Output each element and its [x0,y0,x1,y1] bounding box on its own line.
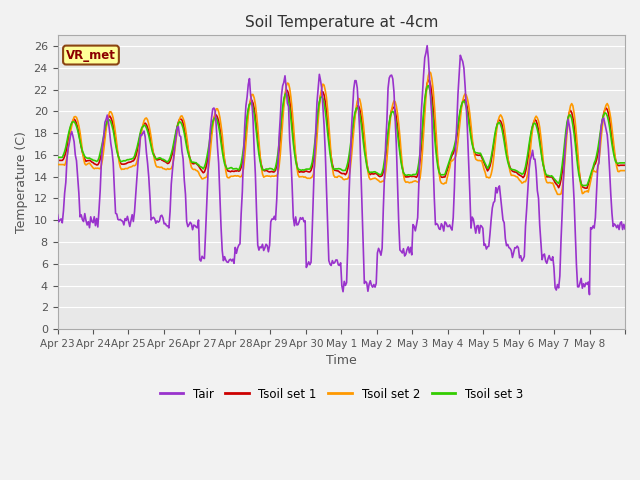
X-axis label: Time: Time [326,354,356,367]
Legend: Tair, Tsoil set 1, Tsoil set 2, Tsoil set 3: Tair, Tsoil set 1, Tsoil set 2, Tsoil se… [155,383,528,405]
Title: Soil Temperature at -4cm: Soil Temperature at -4cm [244,15,438,30]
Y-axis label: Temperature (C): Temperature (C) [15,131,28,233]
Text: VR_met: VR_met [66,48,116,61]
